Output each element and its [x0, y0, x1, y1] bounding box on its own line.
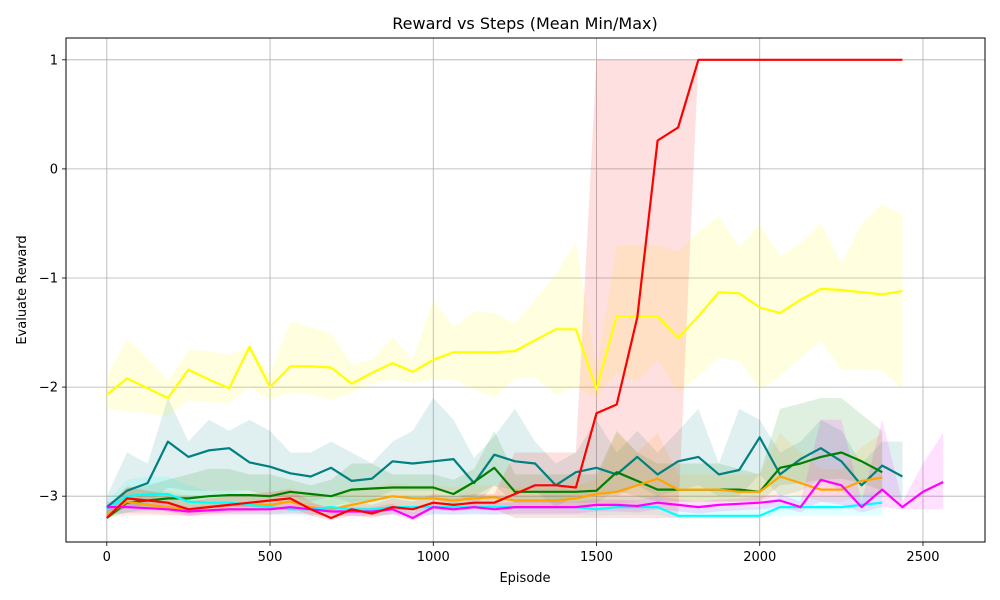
- teal-mean-line: [106, 436, 903, 508]
- y-tick-label: 0: [50, 162, 58, 177]
- x-tick-label: 2000: [743, 550, 776, 565]
- magenta-mean-line: [106, 478, 944, 520]
- x-tick-label: 1500: [580, 550, 613, 565]
- y-tick-label: −2: [39, 381, 58, 396]
- yellow-mean-line: [106, 287, 903, 400]
- x-axis-label: Episode: [499, 571, 550, 586]
- y-tick-label: −3: [39, 490, 58, 505]
- plot-frame: [65, 37, 986, 543]
- x-tick-label: 1000: [417, 550, 450, 565]
- x-tick-label: 2500: [906, 550, 939, 565]
- orange-minmax-band: [106, 432, 883, 518]
- x-axis-ticks: 0 500 1000 1500 2000 2500: [103, 542, 940, 565]
- mean-lines: [106, 58, 944, 520]
- red-mean-line: [106, 58, 903, 520]
- chart-title: Reward vs Steps (Mean Min/Max): [392, 14, 657, 33]
- yellow-minmax-band: [106, 203, 903, 417]
- y-axis-ticks: −3 −2 −1 0 1: [39, 53, 66, 505]
- y-axis-label: Evaluate Reward: [15, 235, 30, 344]
- green-minmax-band: [106, 398, 883, 518]
- y-tick-label: −1: [39, 272, 58, 287]
- x-tick-label: 0: [103, 550, 111, 565]
- y-tick-label: 1: [50, 53, 58, 68]
- x-tick-label: 500: [258, 550, 283, 565]
